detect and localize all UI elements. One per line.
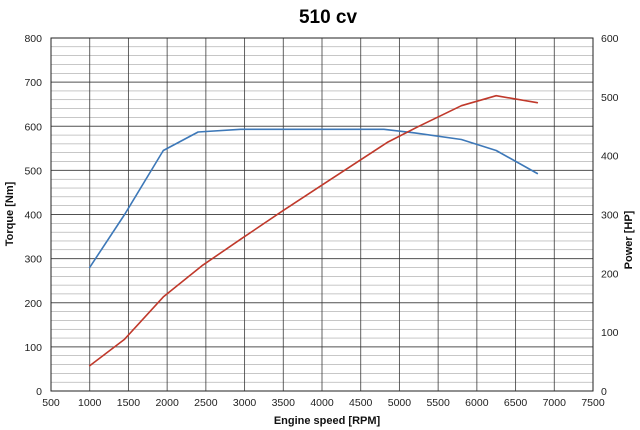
y-left-tick-label: 200 (24, 298, 42, 310)
y-left-tick-label: 100 (24, 342, 42, 354)
y-left-axis-ticks: 0 100 200 300 400 500 600 700 800 (24, 33, 42, 398)
plot-frame (50, 37, 594, 392)
y-right-tick-label: 200 (601, 268, 619, 280)
torque-series-line (88, 128, 539, 269)
x-tick-label: 7000 (543, 397, 567, 409)
x-axis-ticks: 500 1000 1500 2000 2500 3000 3500 4000 4500 5000 5… (42, 397, 605, 409)
x-tick-label: 1500 (117, 397, 141, 409)
x-tick-label: 2000 (155, 397, 179, 409)
x-tick-label: 6500 (504, 397, 528, 409)
y-left-tick-label: 500 (24, 165, 42, 177)
chart-title: 510 cv (299, 7, 358, 28)
x-tick-label: 5500 (426, 397, 450, 409)
series-layer (88, 94, 539, 367)
x-tick-label: 6000 (465, 397, 489, 409)
y-left-tick-label: 0 (36, 386, 42, 398)
y-left-tick-label: 400 (24, 210, 42, 222)
y-right-tick-label: 400 (601, 151, 619, 163)
power-series-line (88, 94, 539, 367)
y-left-tick-label: 300 (24, 254, 42, 266)
x-tick-label: 1000 (78, 397, 102, 409)
x-tick-label: 500 (42, 397, 60, 409)
y-left-axis-label: Torque [Nm] (4, 181, 16, 246)
y-right-tick-label: 500 (601, 92, 619, 104)
x-tick-label: 2500 (194, 397, 218, 409)
y-left-tick-label: 700 (24, 77, 42, 89)
x-tick-label: 5000 (388, 397, 412, 409)
grid (51, 38, 593, 391)
x-axis-label: Engine speed [RPM] (274, 415, 381, 427)
y-left-tick-label: 800 (24, 33, 42, 45)
y-right-tick-label: 300 (601, 210, 619, 222)
x-tick-label: 4500 (349, 397, 373, 409)
y-right-tick-label: 600 (601, 33, 619, 45)
y-left-tick-label: 600 (24, 121, 42, 133)
y-right-tick-label: 0 (601, 386, 607, 398)
y-right-axis-label: Power [HP] (623, 210, 635, 269)
x-tick-label: 4000 (310, 397, 334, 409)
x-tick-label: 3000 (233, 397, 257, 409)
y-right-axis-ticks: 0 100 200 300 400 500 600 (601, 33, 619, 398)
y-right-tick-label: 100 (601, 327, 619, 339)
x-tick-label: 3500 (272, 397, 296, 409)
x-tick-label: 7500 (581, 397, 605, 409)
